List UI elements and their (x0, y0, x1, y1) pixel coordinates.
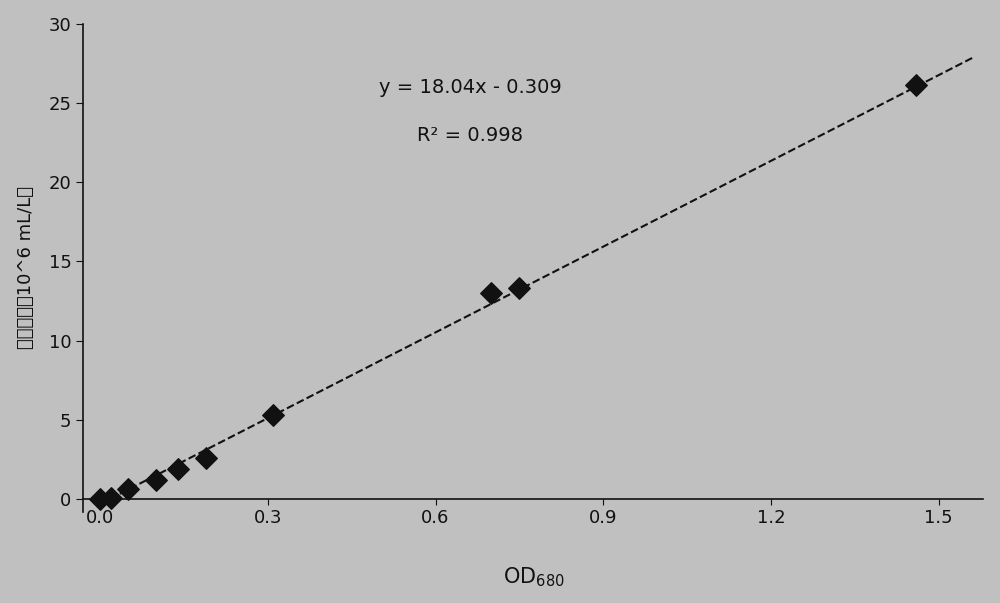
Point (103, 493, 119, 503)
Text: R² = 0.998: R² = 0.998 (417, 127, 523, 145)
Point (483, 288, 499, 298)
Text: y = 18.04x - 0.309: y = 18.04x - 0.309 (379, 78, 562, 96)
Point (148, 475, 164, 485)
Y-axis label: 藻细胞数（10^6 mL/L）: 藻细胞数（10^6 mL/L） (17, 186, 35, 349)
Point (120, 485, 136, 494)
Point (92, 494, 108, 504)
Point (170, 464, 186, 474)
Text: OD$_{680}$: OD$_{680}$ (503, 566, 564, 589)
Point (511, 283, 527, 293)
Point (265, 410, 281, 420)
Point (198, 453, 214, 463)
Point (908, 81, 924, 90)
